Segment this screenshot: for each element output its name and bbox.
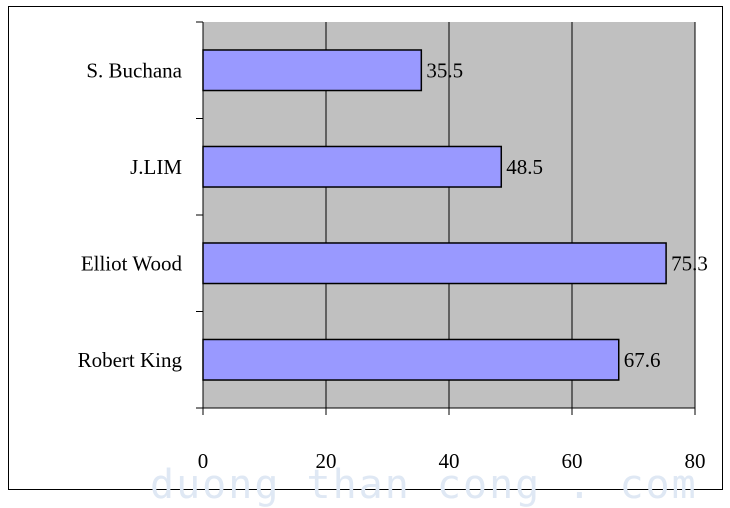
x-tick-label: 40 <box>439 449 460 473</box>
x-tick-label: 60 <box>562 449 583 473</box>
x-tick-label: 20 <box>316 449 337 473</box>
data-label: 48.5 <box>506 155 543 179</box>
axes <box>196 21 696 415</box>
bar <box>202 338 620 381</box>
data-label: 35.5 <box>426 58 463 82</box>
bar <box>202 49 423 92</box>
bars <box>202 49 667 381</box>
x-tick-label: 0 <box>198 449 209 473</box>
category-label: Elliot Wood <box>81 251 183 275</box>
category-label: Robert King <box>78 348 183 372</box>
labels: 0 20 40 60 80 S. Buchana 35.5 J.LIM 48.5 Elliot W… <box>78 58 708 473</box>
category-label: S. Buchana <box>86 58 182 82</box>
watermark: duong than cong . com <box>150 462 698 508</box>
bar <box>202 242 667 285</box>
x-tick-label: 80 <box>685 449 706 473</box>
data-label: 75.3 <box>671 251 708 275</box>
category-label: J.LIM <box>130 155 182 179</box>
data-label: 67.6 <box>624 348 661 372</box>
bar <box>202 145 503 188</box>
